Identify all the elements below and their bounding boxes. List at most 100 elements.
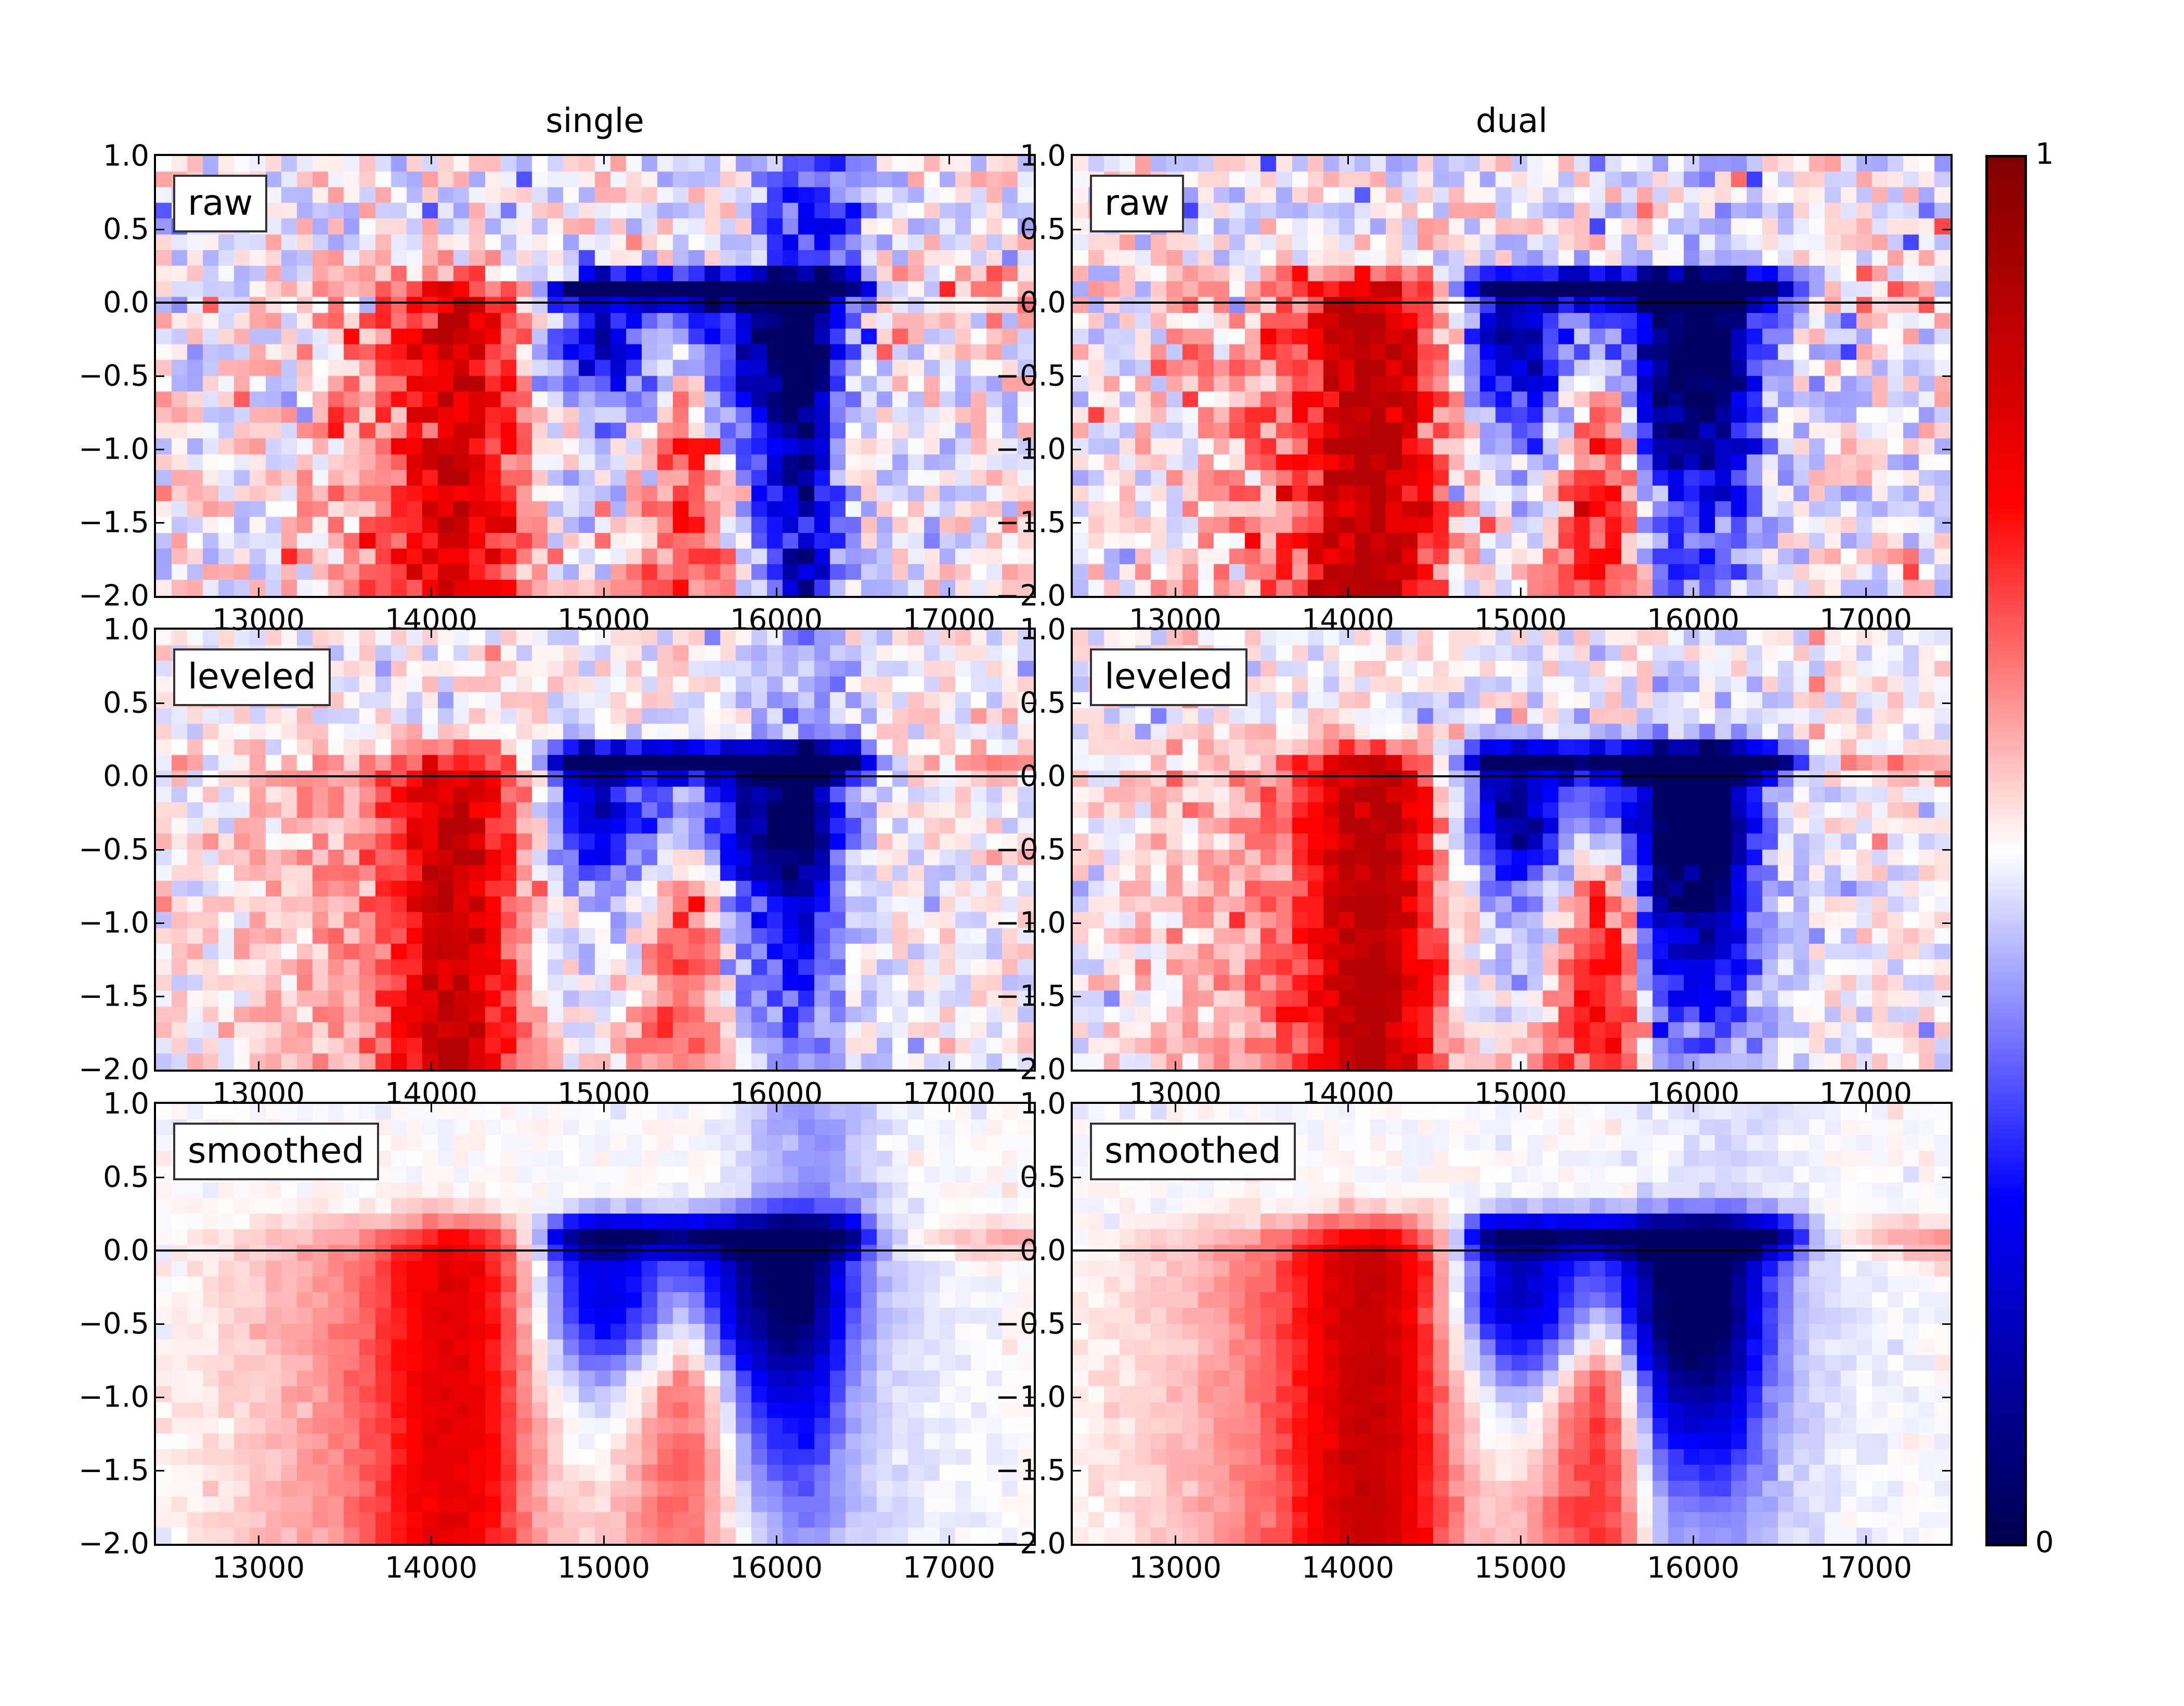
y-tick-label: 0.0 — [102, 759, 149, 793]
zero-reference-line — [1073, 1249, 1951, 1252]
y-tick-mark — [156, 449, 164, 450]
y-tick-label: 1.0 — [102, 139, 149, 173]
panel-label: smoothed — [173, 1123, 379, 1180]
y-tick-mark — [1073, 302, 1081, 304]
x-tick-mark — [948, 1061, 950, 1070]
x-tick-mark — [776, 1061, 777, 1070]
y-tick-label: −0.5 — [995, 359, 1066, 393]
y-tick-label: −1.0 — [995, 1380, 1066, 1414]
x-tick-mark — [1520, 1061, 1522, 1070]
column-title-single: single — [545, 102, 644, 140]
y-tick-mark — [156, 1323, 164, 1325]
x-tick-mark — [603, 630, 605, 638]
y-tick-mark — [1942, 1397, 1951, 1398]
x-tick-mark — [776, 156, 777, 164]
x-tick-label: 13000 — [1128, 1551, 1222, 1585]
y-tick-mark — [1025, 922, 1034, 924]
y-tick-label: 0.5 — [102, 212, 149, 246]
y-tick-mark — [1025, 1397, 1034, 1398]
y-tick-mark — [1942, 229, 1951, 230]
y-tick-label: −1.5 — [995, 979, 1066, 1013]
x-tick-mark — [1347, 156, 1349, 164]
panel-dual-smoothed: smoothed — [1071, 1102, 1953, 1546]
x-tick-mark — [431, 588, 432, 596]
x-tick-label: 17000 — [902, 1077, 996, 1111]
y-tick-mark — [1025, 996, 1034, 997]
y-tick-mark — [156, 375, 164, 377]
y-tick-mark — [1073, 922, 1081, 924]
y-tick-mark — [1942, 776, 1951, 777]
panel-dual-raw: raw — [1071, 154, 1953, 598]
y-tick-mark — [1025, 1177, 1034, 1178]
y-tick-label: −0.5 — [995, 832, 1066, 867]
x-tick-mark — [948, 588, 950, 596]
y-tick-mark — [156, 776, 164, 777]
x-tick-label: 17000 — [1819, 603, 1913, 637]
x-tick-mark — [1347, 630, 1349, 638]
x-tick-mark — [776, 630, 777, 638]
x-tick-label: 15000 — [557, 603, 651, 637]
x-tick-label: 16000 — [730, 1077, 823, 1111]
y-tick-mark — [1942, 449, 1951, 450]
x-tick-mark — [603, 156, 605, 164]
heatmap-canvas — [1073, 156, 1951, 596]
x-tick-mark — [1347, 1104, 1349, 1112]
x-tick-mark — [258, 1061, 259, 1070]
x-tick-mark — [603, 588, 605, 596]
y-tick-mark — [1942, 702, 1951, 704]
y-tick-mark — [156, 1250, 164, 1252]
y-tick-label: −1.0 — [995, 432, 1066, 466]
x-tick-mark — [1693, 1061, 1694, 1070]
x-tick-mark — [1347, 588, 1349, 596]
x-tick-mark — [1175, 1061, 1176, 1070]
panel-dual-leveled: leveled — [1071, 628, 1953, 1072]
y-tick-mark — [1942, 922, 1951, 924]
x-tick-label: 13000 — [212, 1551, 305, 1585]
x-tick-mark — [1520, 156, 1522, 164]
x-tick-label: 16000 — [1646, 1077, 1740, 1111]
y-tick-mark — [156, 996, 164, 997]
zero-reference-line — [1073, 302, 1951, 304]
x-tick-mark — [1175, 1104, 1176, 1112]
y-tick-mark — [1025, 229, 1034, 230]
y-tick-mark — [1073, 1470, 1081, 1471]
panel-label: raw — [173, 175, 268, 232]
y-tick-mark — [156, 849, 164, 851]
panel-label: raw — [1090, 175, 1185, 232]
x-tick-mark — [1175, 156, 1176, 164]
y-tick-label: 0.0 — [1019, 285, 1066, 320]
y-tick-label: −1.5 — [995, 1453, 1066, 1488]
y-tick-mark — [1942, 1323, 1951, 1325]
panel-single-raw: raw — [154, 154, 1036, 598]
y-tick-mark — [1942, 375, 1951, 377]
panel-single-leveled: leveled — [154, 628, 1036, 1072]
x-tick-label: 15000 — [557, 1077, 651, 1111]
y-tick-label: 1.0 — [102, 613, 149, 647]
x-tick-mark — [1693, 588, 1694, 596]
y-tick-mark — [1073, 702, 1081, 704]
y-tick-mark — [1942, 1177, 1951, 1178]
y-tick-mark — [156, 522, 164, 524]
zero-reference-line — [156, 1249, 1034, 1252]
x-tick-mark — [1520, 1535, 1522, 1544]
y-tick-label: 1.0 — [102, 1087, 149, 1121]
y-tick-label: 0.0 — [1019, 759, 1066, 793]
x-tick-mark — [258, 630, 259, 638]
x-tick-label: 14000 — [1301, 1551, 1395, 1585]
y-tick-mark — [1025, 522, 1034, 524]
x-tick-label: 16000 — [1646, 1551, 1740, 1585]
y-tick-label: −1.0 — [995, 906, 1066, 940]
y-tick-mark — [1025, 776, 1034, 777]
x-tick-label: 15000 — [1474, 1551, 1567, 1585]
y-tick-label: 1.0 — [1019, 613, 1066, 647]
x-tick-label: 15000 — [1474, 1077, 1567, 1111]
y-tick-mark — [1073, 229, 1081, 230]
x-tick-label: 17000 — [1819, 1077, 1913, 1111]
y-tick-mark — [156, 302, 164, 304]
y-tick-mark — [1025, 375, 1034, 377]
x-tick-label: 15000 — [1474, 603, 1567, 637]
x-tick-label: 14000 — [384, 1077, 478, 1111]
y-tick-mark — [1073, 375, 1081, 377]
y-tick-mark — [1942, 849, 1951, 851]
